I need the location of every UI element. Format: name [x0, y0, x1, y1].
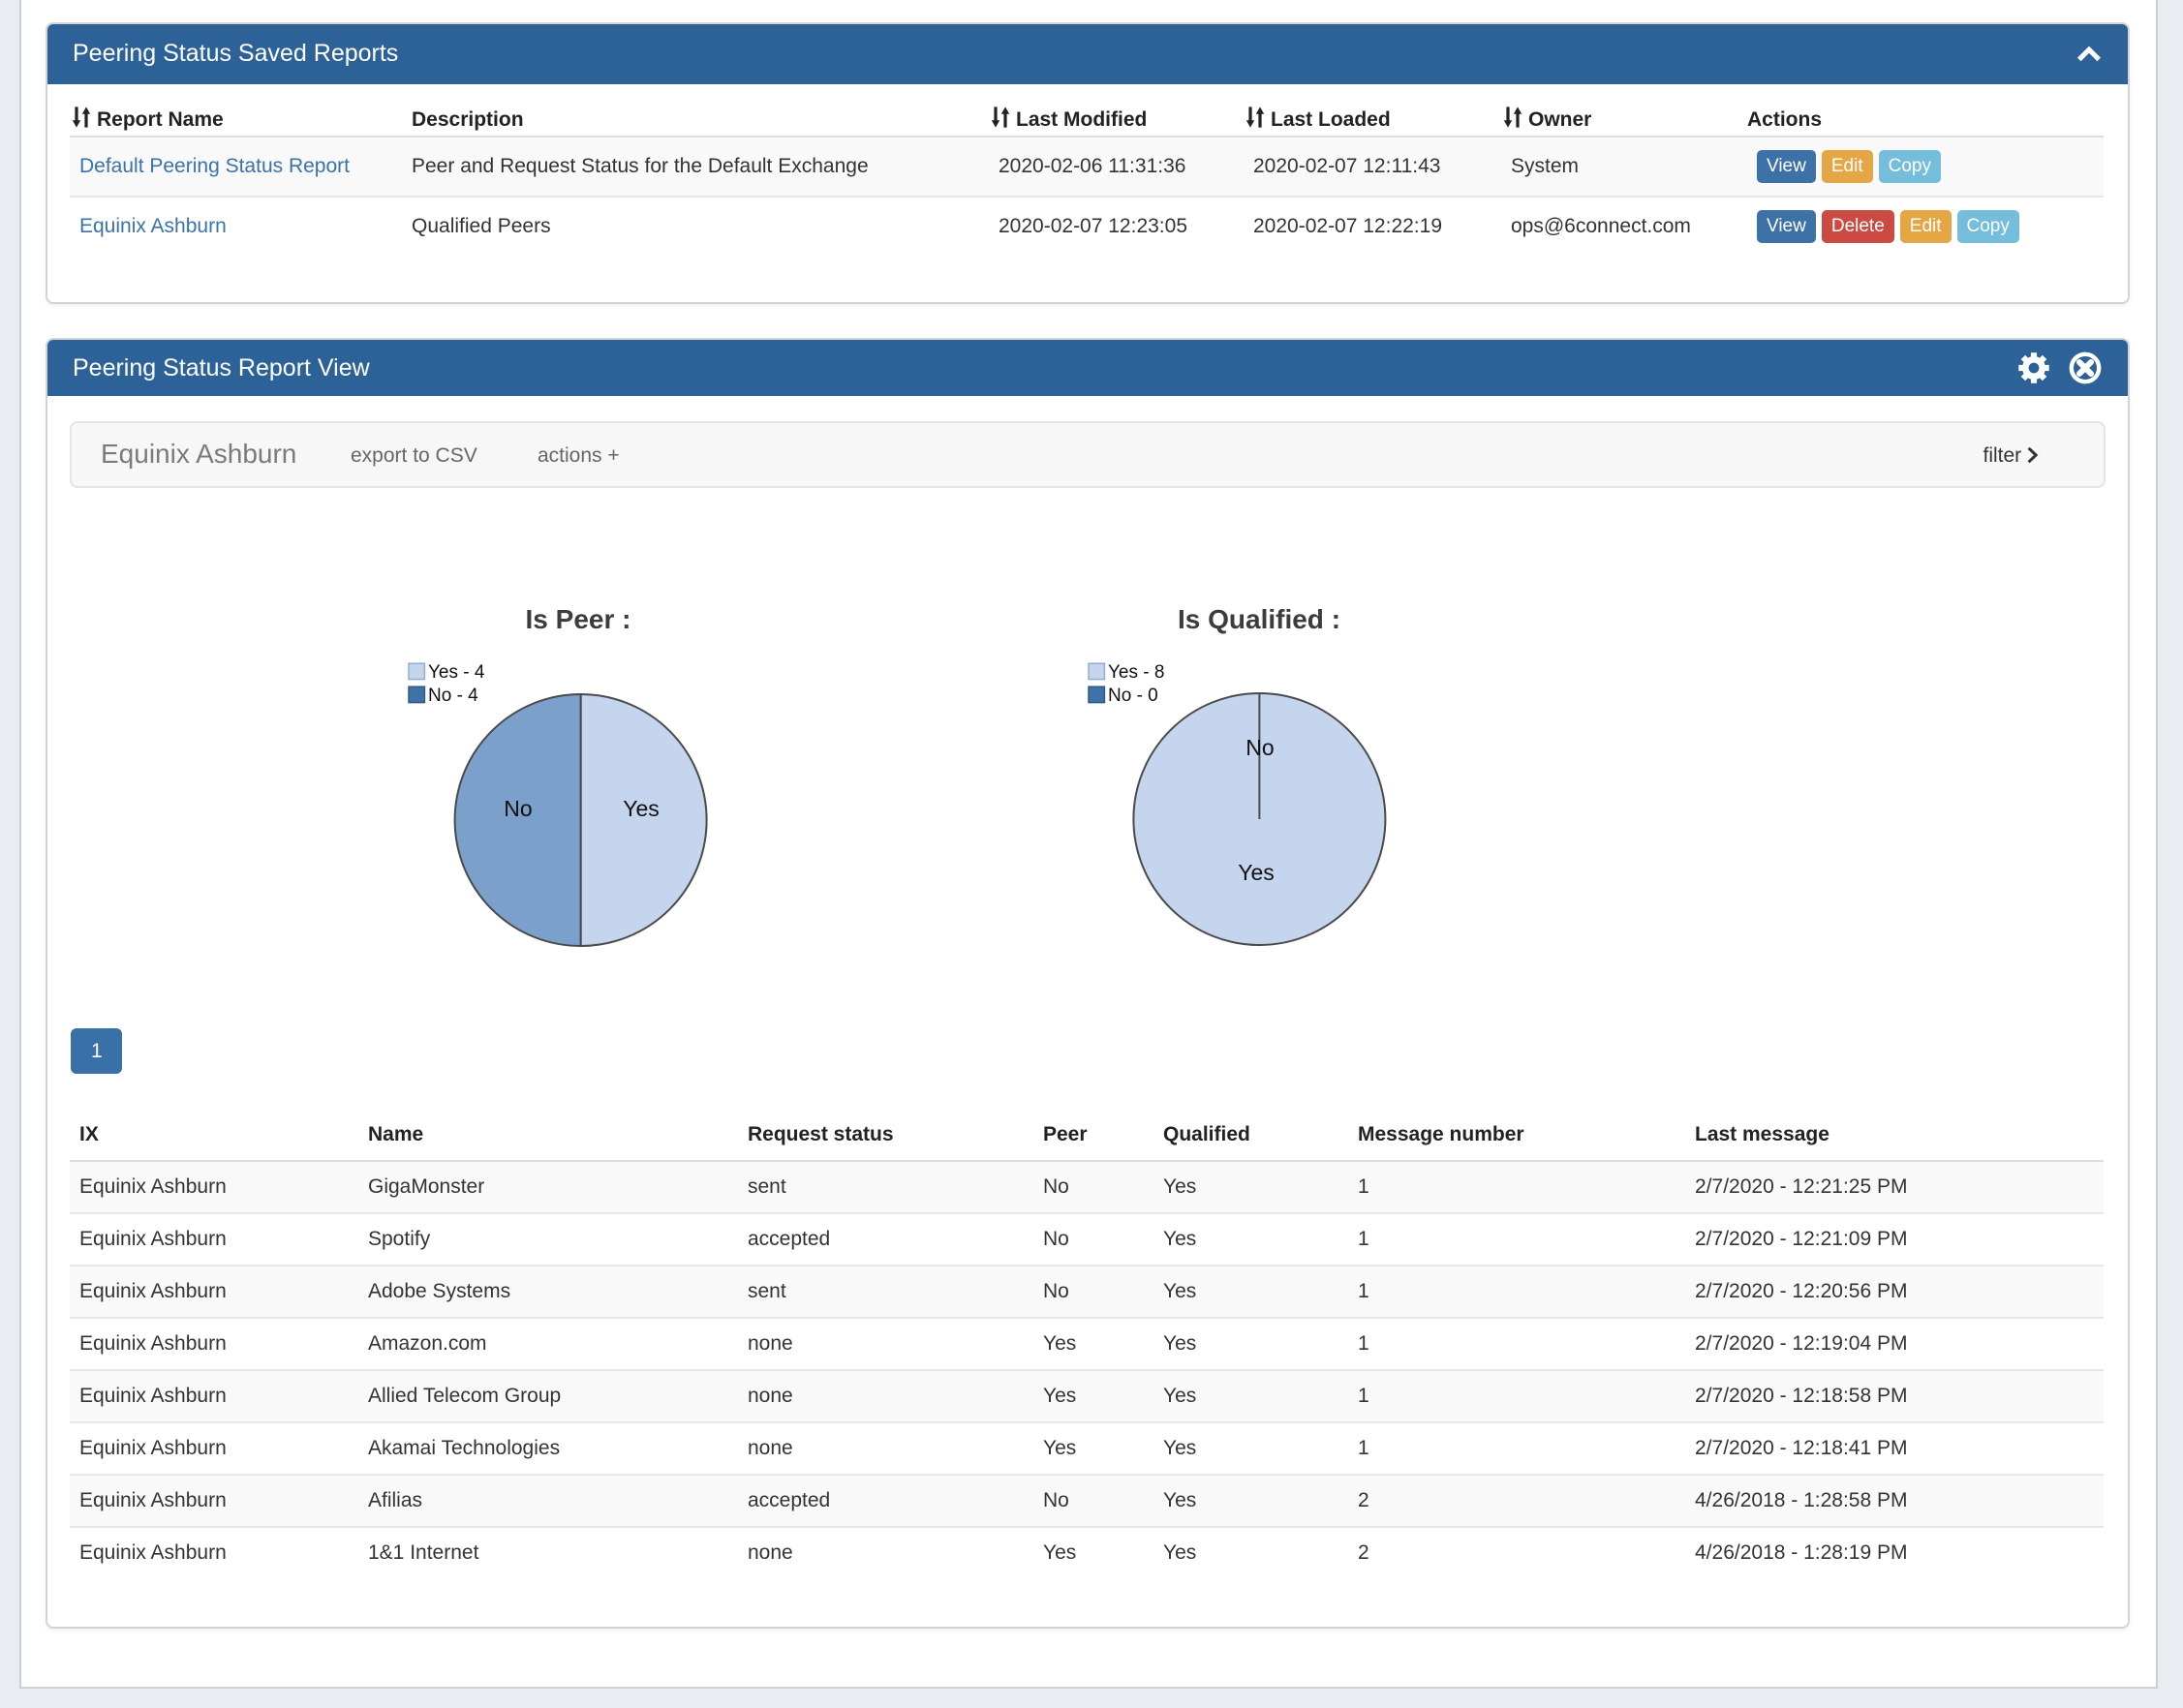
svg-text:Is Peer :: Is Peer : — [526, 604, 631, 634]
svg-text:No: No — [504, 796, 532, 821]
svg-text:No - 0: No - 0 — [1108, 686, 1158, 706]
svg-text:Yes: Yes — [1238, 860, 1275, 885]
svg-text:Yes - 4: Yes - 4 — [428, 662, 485, 683]
svg-text:No - 4: No - 4 — [428, 686, 478, 706]
svg-text:No: No — [1245, 735, 1274, 760]
svg-text:Yes: Yes — [623, 796, 660, 821]
svg-text:Yes - 8: Yes - 8 — [1108, 662, 1164, 683]
svg-text:Is Qualified :: Is Qualified : — [1178, 604, 1340, 634]
